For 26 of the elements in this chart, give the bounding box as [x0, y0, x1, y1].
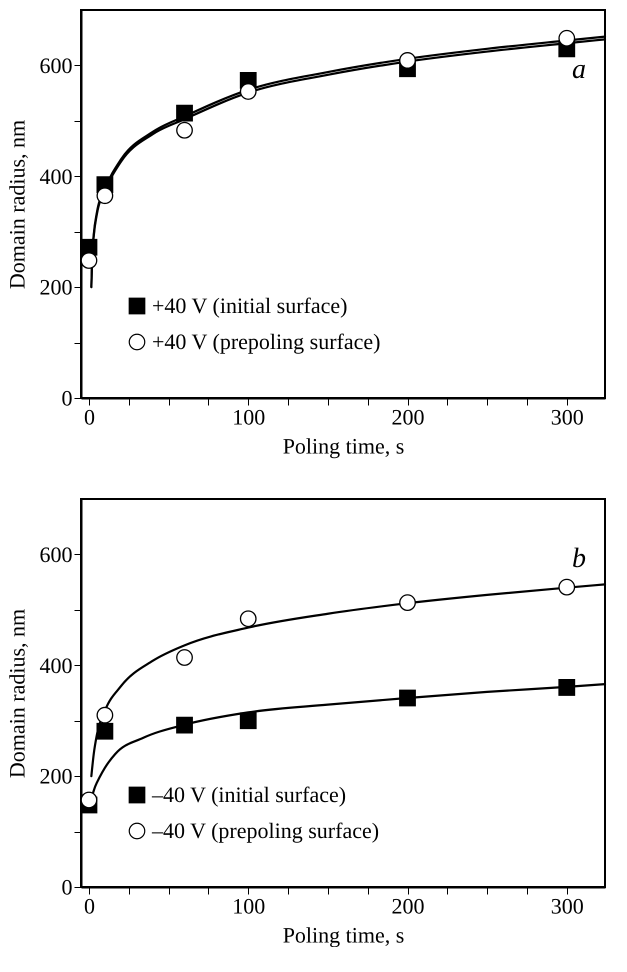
x-tick-label: 200 [392, 894, 425, 918]
x-axis-title: Poling time, s [282, 434, 404, 458]
x-tick-label: 0 [84, 404, 95, 430]
y-tick-label: 0 [62, 874, 72, 900]
x-axis-title: Poling time, s [282, 922, 404, 948]
x-tick-label: 100 [232, 404, 266, 430]
legend-label: +40 V (initial surface) [152, 293, 348, 318]
y-tick-label: 0 [62, 386, 72, 410]
y-tick-label: 600 [40, 52, 72, 78]
y-axis-title: Domain radius, nm [4, 608, 30, 778]
y-axis-title: Domain radius, nm [4, 120, 30, 290]
annotation: a [572, 54, 586, 85]
legend-label: +40 V (prepoling surface) [152, 329, 380, 354]
x-tick-label: 300 [550, 404, 584, 430]
y-tick-label: 200 [40, 274, 72, 300]
x-tick-label: 300 [550, 894, 584, 918]
y-tick-label: 400 [40, 164, 72, 189]
x-tick-label: 200 [392, 404, 425, 430]
legend-label: –40 V (initial surface) [151, 782, 346, 807]
x-tick-label: 100 [232, 894, 266, 918]
y-tick-label: 400 [40, 652, 72, 678]
legend-label: –40 V (prepoling surface) [151, 818, 380, 843]
y-tick-label: 600 [40, 542, 72, 567]
annotation: b [572, 543, 586, 574]
x-tick-label: 0 [84, 894, 95, 918]
y-tick-label: 200 [40, 764, 72, 789]
